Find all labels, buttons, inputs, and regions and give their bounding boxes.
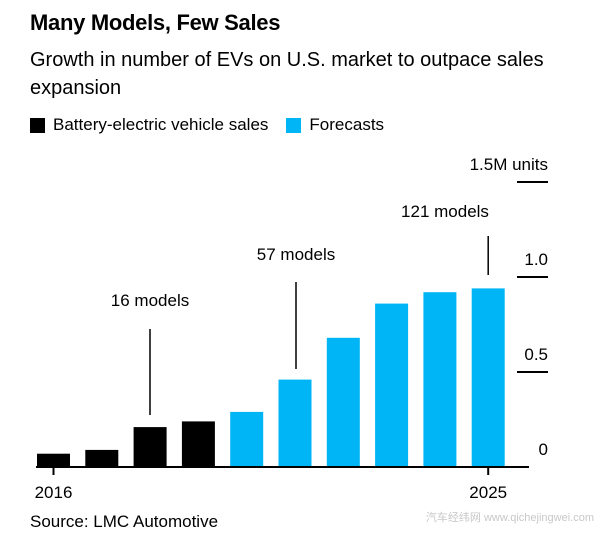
bar-2024: [423, 292, 457, 467]
y-tick-label: 1.0: [524, 250, 548, 269]
bar-2021: [278, 379, 312, 467]
bar-2018: [133, 427, 167, 467]
legend-swatch-forecasts: [286, 117, 302, 133]
annotation-label: 16 models: [111, 291, 189, 310]
x-tick-label: 2016: [35, 483, 73, 502]
y-tick-label: 0: [539, 440, 548, 459]
bar-2025: [471, 288, 505, 467]
bar-2023: [375, 303, 409, 467]
bar-2020: [230, 411, 264, 467]
legend-item-forecasts: Forecasts: [286, 115, 384, 135]
bar-2017: [85, 449, 119, 467]
chart-title: Many Models, Few Sales: [30, 10, 281, 35]
x-tick-label: 2025: [469, 483, 507, 502]
source-note: Source: LMC Automotive: [30, 512, 219, 531]
chart-subtitle: Growth in number of EVs on U.S. market t…: [30, 49, 544, 99]
legend: Battery-electric vehicle sales Forecasts: [30, 115, 402, 135]
watermark: 汽车经纬网 www.qichejingwei.com: [425, 512, 594, 524]
legend-label-forecasts: Forecasts: [309, 115, 385, 134]
legend-item-sales: Battery-electric vehicle sales: [30, 115, 268, 135]
bar-2022: [326, 337, 360, 467]
bar-2019: [181, 421, 215, 467]
legend-swatch-sales: [30, 117, 45, 133]
y-tick-label: 1.5M units: [470, 155, 548, 174]
y-tick-label: 0.5: [524, 345, 548, 364]
annotation-label: 57 models: [257, 245, 335, 264]
legend-label-sales: Battery-electric vehicle sales: [53, 115, 269, 134]
annotation-label: 121 models: [401, 202, 489, 221]
bar-2016: [37, 453, 70, 467]
